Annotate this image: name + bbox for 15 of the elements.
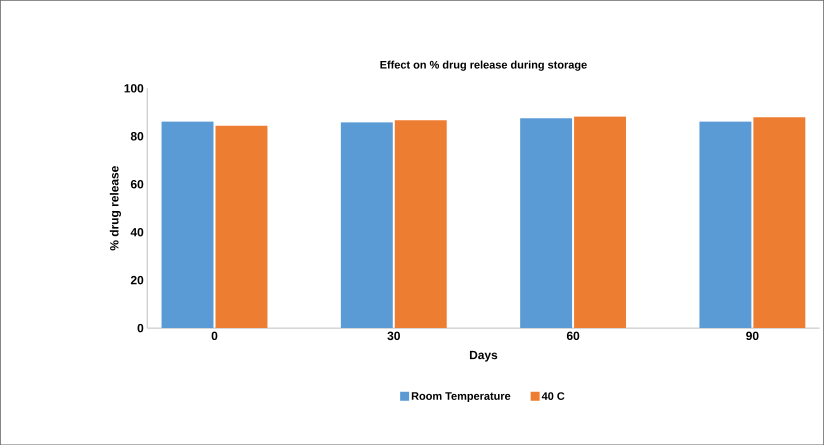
y-tick-label: 20 — [130, 276, 144, 284]
x-tick-label: 60 — [566, 331, 580, 340]
y-tick-label: 80 — [130, 132, 144, 140]
y-tick-label: 100 — [124, 84, 144, 92]
x-tick-label: 0 — [212, 331, 218, 340]
x-axis-title: Days — [470, 350, 498, 362]
y-tick-label: 40 — [130, 228, 144, 236]
x-tick-label: 90 — [746, 331, 759, 340]
y-axis-title: % drug release — [110, 166, 121, 250]
legend-label: 40 C — [542, 392, 564, 400]
chart-title: Effect on % drug release during storage — [380, 60, 587, 71]
y-tick-label: 0 — [138, 324, 144, 332]
legend-label: Room Temperature — [412, 392, 510, 402]
x-tick-label: 30 — [387, 331, 400, 340]
y-tick-label: 60 — [130, 180, 144, 188]
